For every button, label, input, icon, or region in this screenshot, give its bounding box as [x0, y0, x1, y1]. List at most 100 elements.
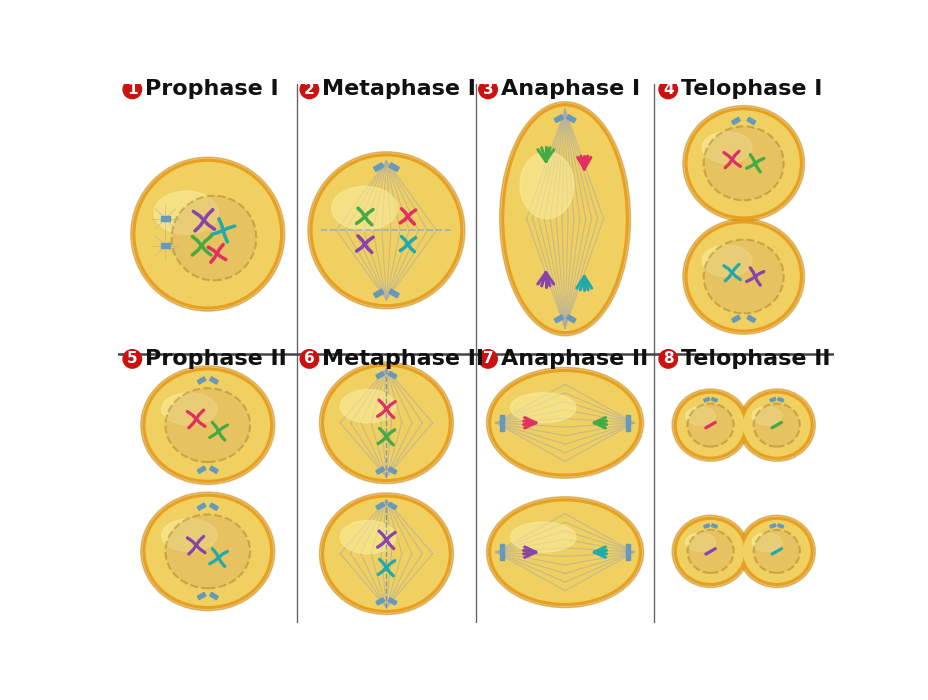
Polygon shape — [625, 552, 629, 560]
Ellipse shape — [136, 162, 279, 306]
Ellipse shape — [501, 104, 627, 333]
Circle shape — [406, 243, 408, 245]
Circle shape — [222, 229, 224, 232]
Ellipse shape — [325, 498, 447, 609]
Ellipse shape — [146, 498, 269, 606]
Ellipse shape — [505, 107, 625, 330]
Ellipse shape — [685, 407, 715, 425]
Ellipse shape — [141, 492, 275, 610]
Circle shape — [385, 435, 387, 438]
Text: Telophase II: Telophase II — [680, 349, 830, 369]
Ellipse shape — [143, 368, 272, 482]
Ellipse shape — [321, 364, 451, 482]
Text: Metaphase II: Metaphase II — [322, 349, 484, 369]
Ellipse shape — [671, 389, 748, 461]
Ellipse shape — [685, 221, 802, 332]
Polygon shape — [388, 372, 396, 379]
Circle shape — [406, 216, 408, 218]
Ellipse shape — [325, 368, 447, 478]
Text: 7: 7 — [483, 351, 493, 366]
Ellipse shape — [307, 152, 464, 309]
Polygon shape — [376, 503, 384, 510]
Polygon shape — [210, 503, 218, 510]
Ellipse shape — [486, 497, 643, 608]
Polygon shape — [769, 524, 775, 528]
Polygon shape — [769, 398, 775, 402]
Ellipse shape — [688, 224, 798, 329]
Ellipse shape — [740, 517, 812, 585]
Circle shape — [730, 158, 732, 160]
Ellipse shape — [131, 157, 285, 311]
Text: Metaphase I: Metaphase I — [322, 79, 476, 99]
Ellipse shape — [321, 495, 451, 612]
Ellipse shape — [146, 371, 269, 479]
Text: Anaphase II: Anaphase II — [500, 349, 648, 369]
Polygon shape — [389, 289, 399, 298]
Ellipse shape — [313, 157, 459, 304]
Polygon shape — [376, 372, 384, 379]
Polygon shape — [777, 398, 783, 402]
Polygon shape — [731, 315, 740, 323]
Polygon shape — [703, 524, 709, 528]
Polygon shape — [499, 423, 503, 430]
Text: Prophase II: Prophase II — [146, 349, 287, 369]
Circle shape — [363, 216, 366, 218]
Ellipse shape — [509, 522, 575, 552]
Polygon shape — [554, 115, 563, 122]
Ellipse shape — [740, 391, 812, 459]
Ellipse shape — [688, 111, 798, 216]
Circle shape — [730, 272, 732, 274]
Polygon shape — [711, 398, 716, 402]
Polygon shape — [499, 545, 503, 552]
Polygon shape — [389, 163, 399, 172]
Ellipse shape — [685, 108, 802, 219]
Ellipse shape — [491, 372, 638, 473]
Polygon shape — [210, 377, 218, 384]
Circle shape — [200, 244, 202, 247]
Circle shape — [122, 349, 141, 368]
Polygon shape — [703, 398, 709, 402]
Ellipse shape — [310, 154, 462, 307]
Circle shape — [122, 80, 141, 99]
Polygon shape — [197, 592, 206, 600]
Polygon shape — [376, 467, 384, 474]
Ellipse shape — [509, 393, 575, 423]
Polygon shape — [625, 423, 629, 430]
Circle shape — [754, 275, 755, 278]
Ellipse shape — [674, 391, 746, 459]
Text: 3: 3 — [483, 82, 493, 97]
Ellipse shape — [743, 521, 809, 582]
Ellipse shape — [161, 519, 217, 552]
Ellipse shape — [682, 106, 804, 221]
Polygon shape — [731, 118, 740, 125]
Ellipse shape — [141, 366, 275, 484]
Polygon shape — [499, 552, 503, 560]
Text: 8: 8 — [663, 351, 673, 366]
Ellipse shape — [687, 530, 733, 573]
Circle shape — [217, 556, 219, 559]
Ellipse shape — [702, 132, 751, 163]
Polygon shape — [746, 315, 754, 323]
Ellipse shape — [499, 102, 630, 336]
Circle shape — [658, 349, 677, 368]
Ellipse shape — [165, 514, 250, 588]
Circle shape — [478, 80, 496, 99]
Polygon shape — [625, 545, 629, 552]
Circle shape — [215, 252, 218, 255]
Polygon shape — [388, 598, 396, 605]
Polygon shape — [625, 415, 629, 423]
Polygon shape — [777, 524, 783, 528]
Text: 2: 2 — [303, 82, 315, 97]
Circle shape — [300, 349, 318, 368]
Ellipse shape — [751, 533, 781, 552]
Ellipse shape — [671, 515, 748, 587]
Polygon shape — [711, 524, 716, 528]
Text: Telophase I: Telophase I — [680, 79, 822, 99]
Ellipse shape — [674, 517, 746, 585]
Ellipse shape — [738, 515, 815, 587]
Ellipse shape — [751, 407, 781, 425]
Ellipse shape — [319, 493, 453, 615]
Ellipse shape — [133, 160, 282, 309]
Polygon shape — [210, 592, 218, 600]
Circle shape — [195, 544, 197, 546]
